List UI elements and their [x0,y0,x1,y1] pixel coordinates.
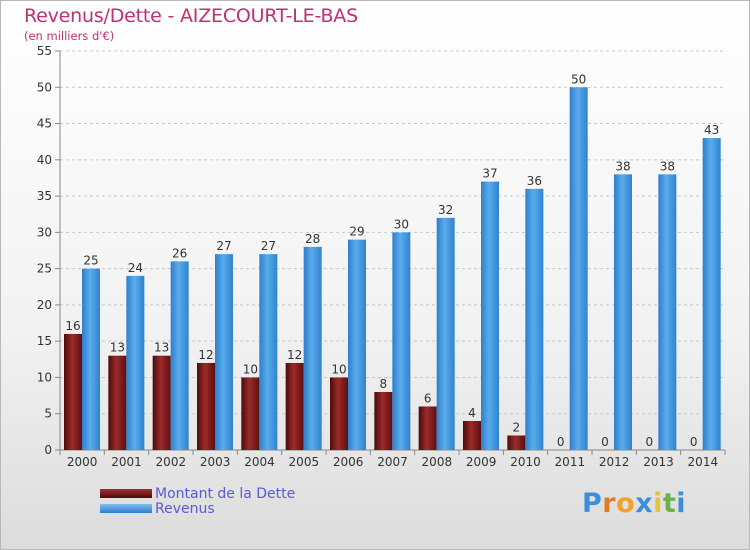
y-tick-label: 40 [37,153,52,167]
bar-dette-2002 [152,355,171,450]
data-label-dette-2004: 10 [243,362,258,376]
x-tick-label: 2005 [289,455,320,469]
y-tick-label: 25 [37,262,52,276]
data-label-dette-2013: 0 [646,435,654,449]
x-tick-label: 2014 [688,455,719,469]
y-tick-label: 50 [37,80,52,94]
data-label-dette-2011: 0 [557,435,565,449]
bar-dette-2005 [285,362,304,450]
y-tick-label: 10 [37,370,52,384]
data-label-dette-2000: 16 [65,319,80,333]
y-tick-label: 45 [37,117,52,131]
bar-revenus-2013 [658,174,677,450]
x-tick-label: 2001 [111,455,142,469]
x-tick-label: 2013 [643,455,674,469]
bar-dette-2009 [463,420,481,450]
data-label-dette-2002: 13 [154,341,169,355]
bar-revenus-2005 [303,246,322,450]
data-label-revenus-2009: 37 [482,167,497,181]
data-label-dette-2012: 0 [601,435,609,449]
y-tick-label: 20 [37,298,52,312]
x-tick-label: 2008 [422,455,453,469]
y-tick-label: 55 [37,44,52,58]
data-label-revenus-2012: 38 [615,159,630,173]
bar-revenus-2009 [481,181,499,450]
data-label-revenus-2004: 27 [261,239,276,253]
bar-dette-2000 [64,333,82,450]
data-label-revenus-2001: 24 [128,261,143,275]
y-tick-label: 5 [44,407,52,421]
y-tick-label: 0 [44,443,52,457]
bar-revenus-2007 [392,232,411,450]
bar-revenus-2011 [569,87,588,450]
bar-revenus-2002 [170,261,189,450]
data-label-revenus-2006: 29 [349,225,364,239]
y-tick-label: 35 [37,189,52,203]
chart-subtitle: (en milliers d'€) [24,29,115,43]
legend-swatch-dette [100,489,152,498]
data-label-revenus-2003: 27 [216,239,231,253]
bar-revenus-2006 [348,239,366,450]
data-label-revenus-2007: 30 [394,217,409,231]
y-tick-label: 15 [37,334,52,348]
y-tick-label: 30 [37,225,52,239]
x-tick-label: 2011 [555,455,586,469]
x-tick-label: 2004 [244,455,275,469]
data-label-revenus-2002: 26 [172,246,187,260]
data-label-revenus-2000: 25 [83,254,98,268]
data-label-dette-2006: 10 [331,362,346,376]
bar-dette-2001 [108,355,127,450]
data-label-dette-2003: 12 [198,348,213,362]
bar-dette-2008 [418,406,437,450]
x-tick-label: 2006 [333,455,364,469]
x-tick-label: 2010 [510,455,541,469]
bar-dette-2006 [330,377,348,450]
bar-dette-2004 [241,377,260,450]
bar-revenus-2003 [215,254,233,450]
data-label-dette-2010: 2 [513,420,521,434]
bar-revenus-2010 [525,188,544,450]
data-label-revenus-2013: 38 [660,159,675,173]
data-label-dette-2007: 8 [380,377,388,391]
data-label-revenus-2005: 28 [305,232,320,246]
bar-revenus-2004 [259,254,278,450]
proxiti-logo: Proxiti [582,488,687,519]
data-label-dette-2001: 13 [110,341,125,355]
data-label-dette-2005: 12 [287,348,302,362]
data-label-dette-2008: 6 [424,391,432,405]
bar-revenus-2014 [702,138,721,450]
data-label-revenus-2014: 43 [704,123,719,137]
legend-label-revenus: Revenus [155,501,215,517]
x-tick-label: 2012 [599,455,630,469]
legend-swatch-revenus [100,504,152,513]
bar-dette-2007 [374,391,393,450]
bar-dette-2010 [507,435,526,450]
data-label-dette-2009: 4 [468,406,476,420]
data-label-revenus-2011: 50 [571,72,586,86]
legend-label-dette: Montant de la Dette [155,486,296,502]
x-tick-label: 2003 [200,455,231,469]
x-tick-label: 2000 [67,455,98,469]
bar-dette-2003 [197,362,215,450]
bar-revenus-2000 [82,268,100,450]
x-tick-label: 2007 [377,455,408,469]
bar-revenus-2012 [614,174,632,450]
chart-title: Revenus/Dette - AIZECOURT-LE-BAS [24,5,358,27]
data-label-revenus-2008: 32 [438,203,453,217]
x-tick-label: 2002 [156,455,187,469]
data-label-dette-2014: 0 [690,435,698,449]
bar-revenus-2008 [436,217,455,450]
x-tick-label: 2009 [466,455,497,469]
bar-revenus-2001 [126,275,145,450]
data-label-revenus-2010: 36 [527,174,542,188]
